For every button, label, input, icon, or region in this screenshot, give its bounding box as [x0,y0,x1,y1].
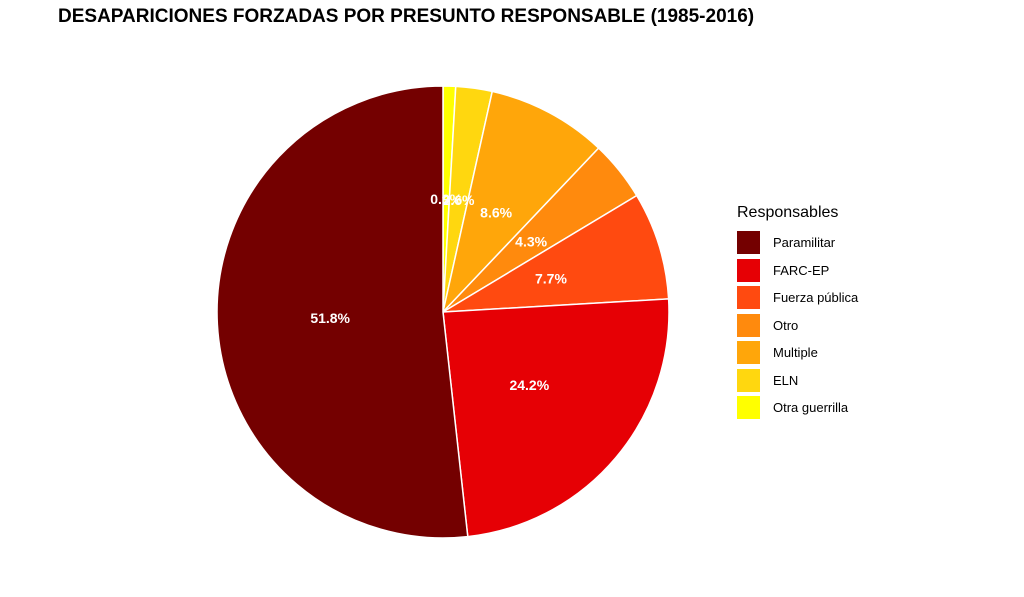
legend-swatch-otro [737,313,760,337]
slice-label-fuerza-publica: 7.7% [535,271,567,287]
legend-label-eln: ELN [773,372,799,388]
legend-swatch-paramilitar [737,231,760,255]
slice-label-eln: 2.6% [443,192,475,208]
legend-label-otra-guerrilla: Otra guerrilla [773,400,849,416]
legend-label-fuerza-publica: Fuerza pública [773,290,859,306]
slice-label-farc-ep: 24.2% [509,377,549,393]
legend-swatch-farc-ep [737,258,760,282]
legend-item-farc-ep: FARC-EP [737,257,858,285]
legend-label-multiple: Multiple [773,345,818,361]
pie-slice-fuerza-publica [442,194,670,313]
legend-item-fuerza-publica: Fuerza pública [737,284,858,312]
legend-swatch-fuerza-publica [737,286,760,310]
legend-title: Responsables [737,204,839,221]
legend-label-farc-ep: FARC-EP [773,262,830,278]
slice-label-paramilitar: 51.8% [310,310,350,326]
legend-label-otro: Otro [773,317,799,333]
slice-label-multiple: 8.6% [480,204,512,220]
legend: Responsables Paramilitar FARC-EP Fuerza pú… [737,203,858,422]
legend-item-eln: ELN [737,367,858,395]
chart-title: DESAPARICIONES FORZADAS POR PRESUNTO RES… [58,6,755,27]
legend-swatch-multiple [737,341,760,365]
legend-swatch-otra-guerrilla [737,396,760,420]
legend-item-multiple: Multiple [737,339,858,367]
slice-label-otro: 4.3% [515,233,547,249]
slice-label-otra-guerrilla: 0.9% [430,191,462,207]
legend-swatch-eln [737,368,760,392]
legend-item-otro: Otro [737,312,858,340]
pie-slice-paramilitar [216,85,469,539]
pie-slice-farc-ep [442,298,670,538]
legend-item-otra-guerrilla: Otra guerrilla [737,394,858,422]
pie-slice-multiple [441,90,600,315]
legend-label-paramilitar: Paramilitar [773,235,836,251]
legend-item-paramilitar: Paramilitar [737,229,858,257]
